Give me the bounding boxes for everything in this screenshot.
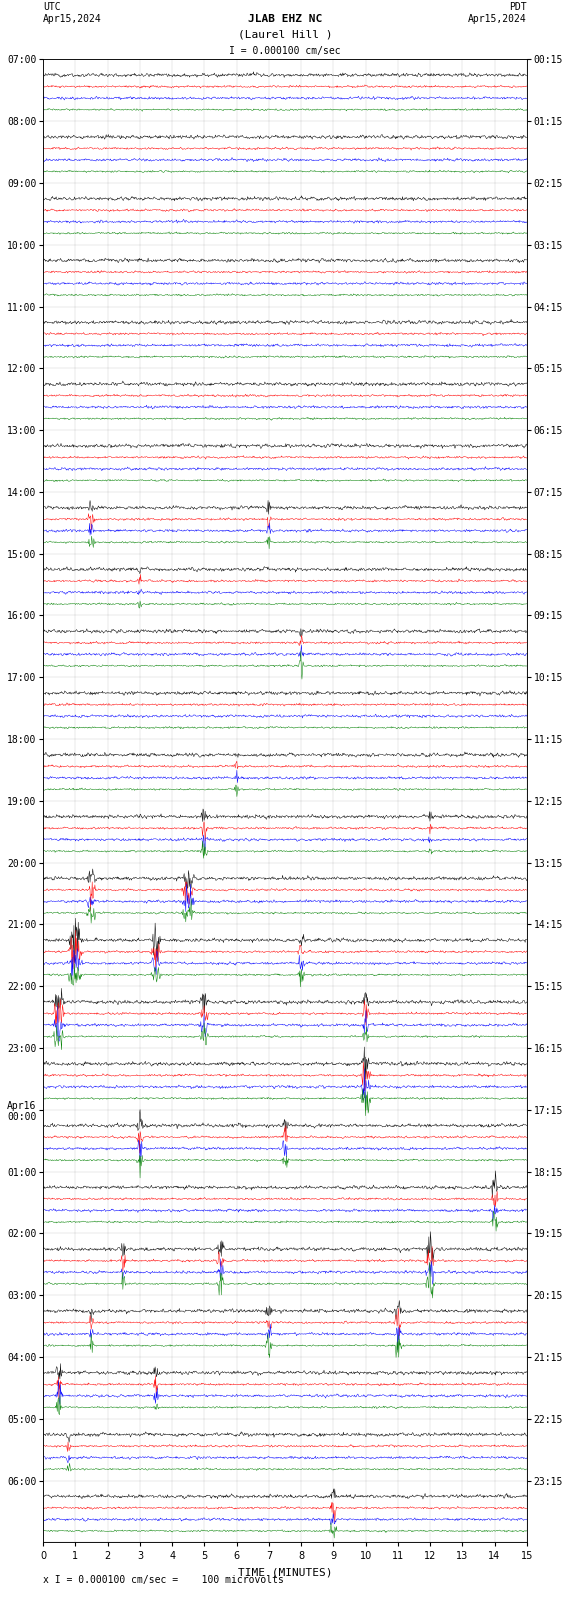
Text: JLAB EHZ NC: JLAB EHZ NC xyxy=(248,15,322,24)
Text: I = 0.000100 cm/sec: I = 0.000100 cm/sec xyxy=(229,47,341,56)
Text: (Laurel Hill ): (Laurel Hill ) xyxy=(238,31,332,40)
Text: UTC
Apr15,2024: UTC Apr15,2024 xyxy=(43,2,102,24)
Text: x I = 0.000100 cm/sec =    100 microvolts: x I = 0.000100 cm/sec = 100 microvolts xyxy=(43,1574,284,1584)
X-axis label: TIME (MINUTES): TIME (MINUTES) xyxy=(238,1566,332,1578)
Text: PDT
Apr15,2024: PDT Apr15,2024 xyxy=(468,2,527,24)
